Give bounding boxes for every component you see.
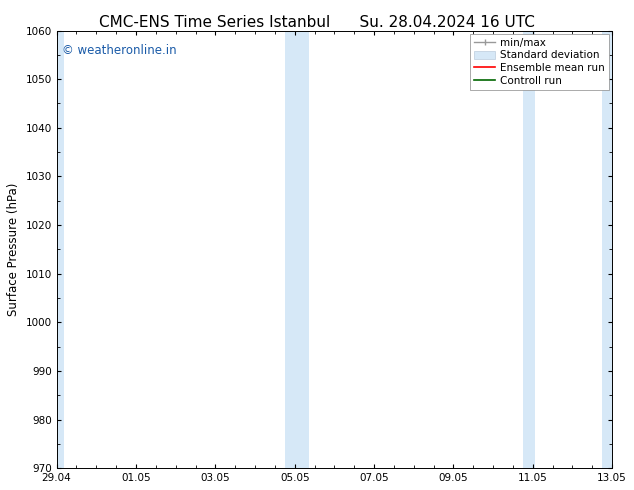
Y-axis label: Surface Pressure (hPa): Surface Pressure (hPa): [7, 183, 20, 316]
Bar: [285, 30, 297, 468]
Text: CMC-ENS Time Series Istanbul      Su. 28.04.2024 16 UTC: CMC-ENS Time Series Istanbul Su. 28.04.2…: [99, 15, 535, 30]
Legend: min/max, Standard deviation, Ensemble mean run, Controll run: min/max, Standard deviation, Ensemble me…: [470, 34, 609, 90]
Bar: [523, 30, 535, 468]
Bar: [602, 30, 612, 468]
Bar: [56, 30, 64, 468]
Bar: [297, 30, 309, 468]
Text: © weatheronline.in: © weatheronline.in: [62, 44, 177, 57]
